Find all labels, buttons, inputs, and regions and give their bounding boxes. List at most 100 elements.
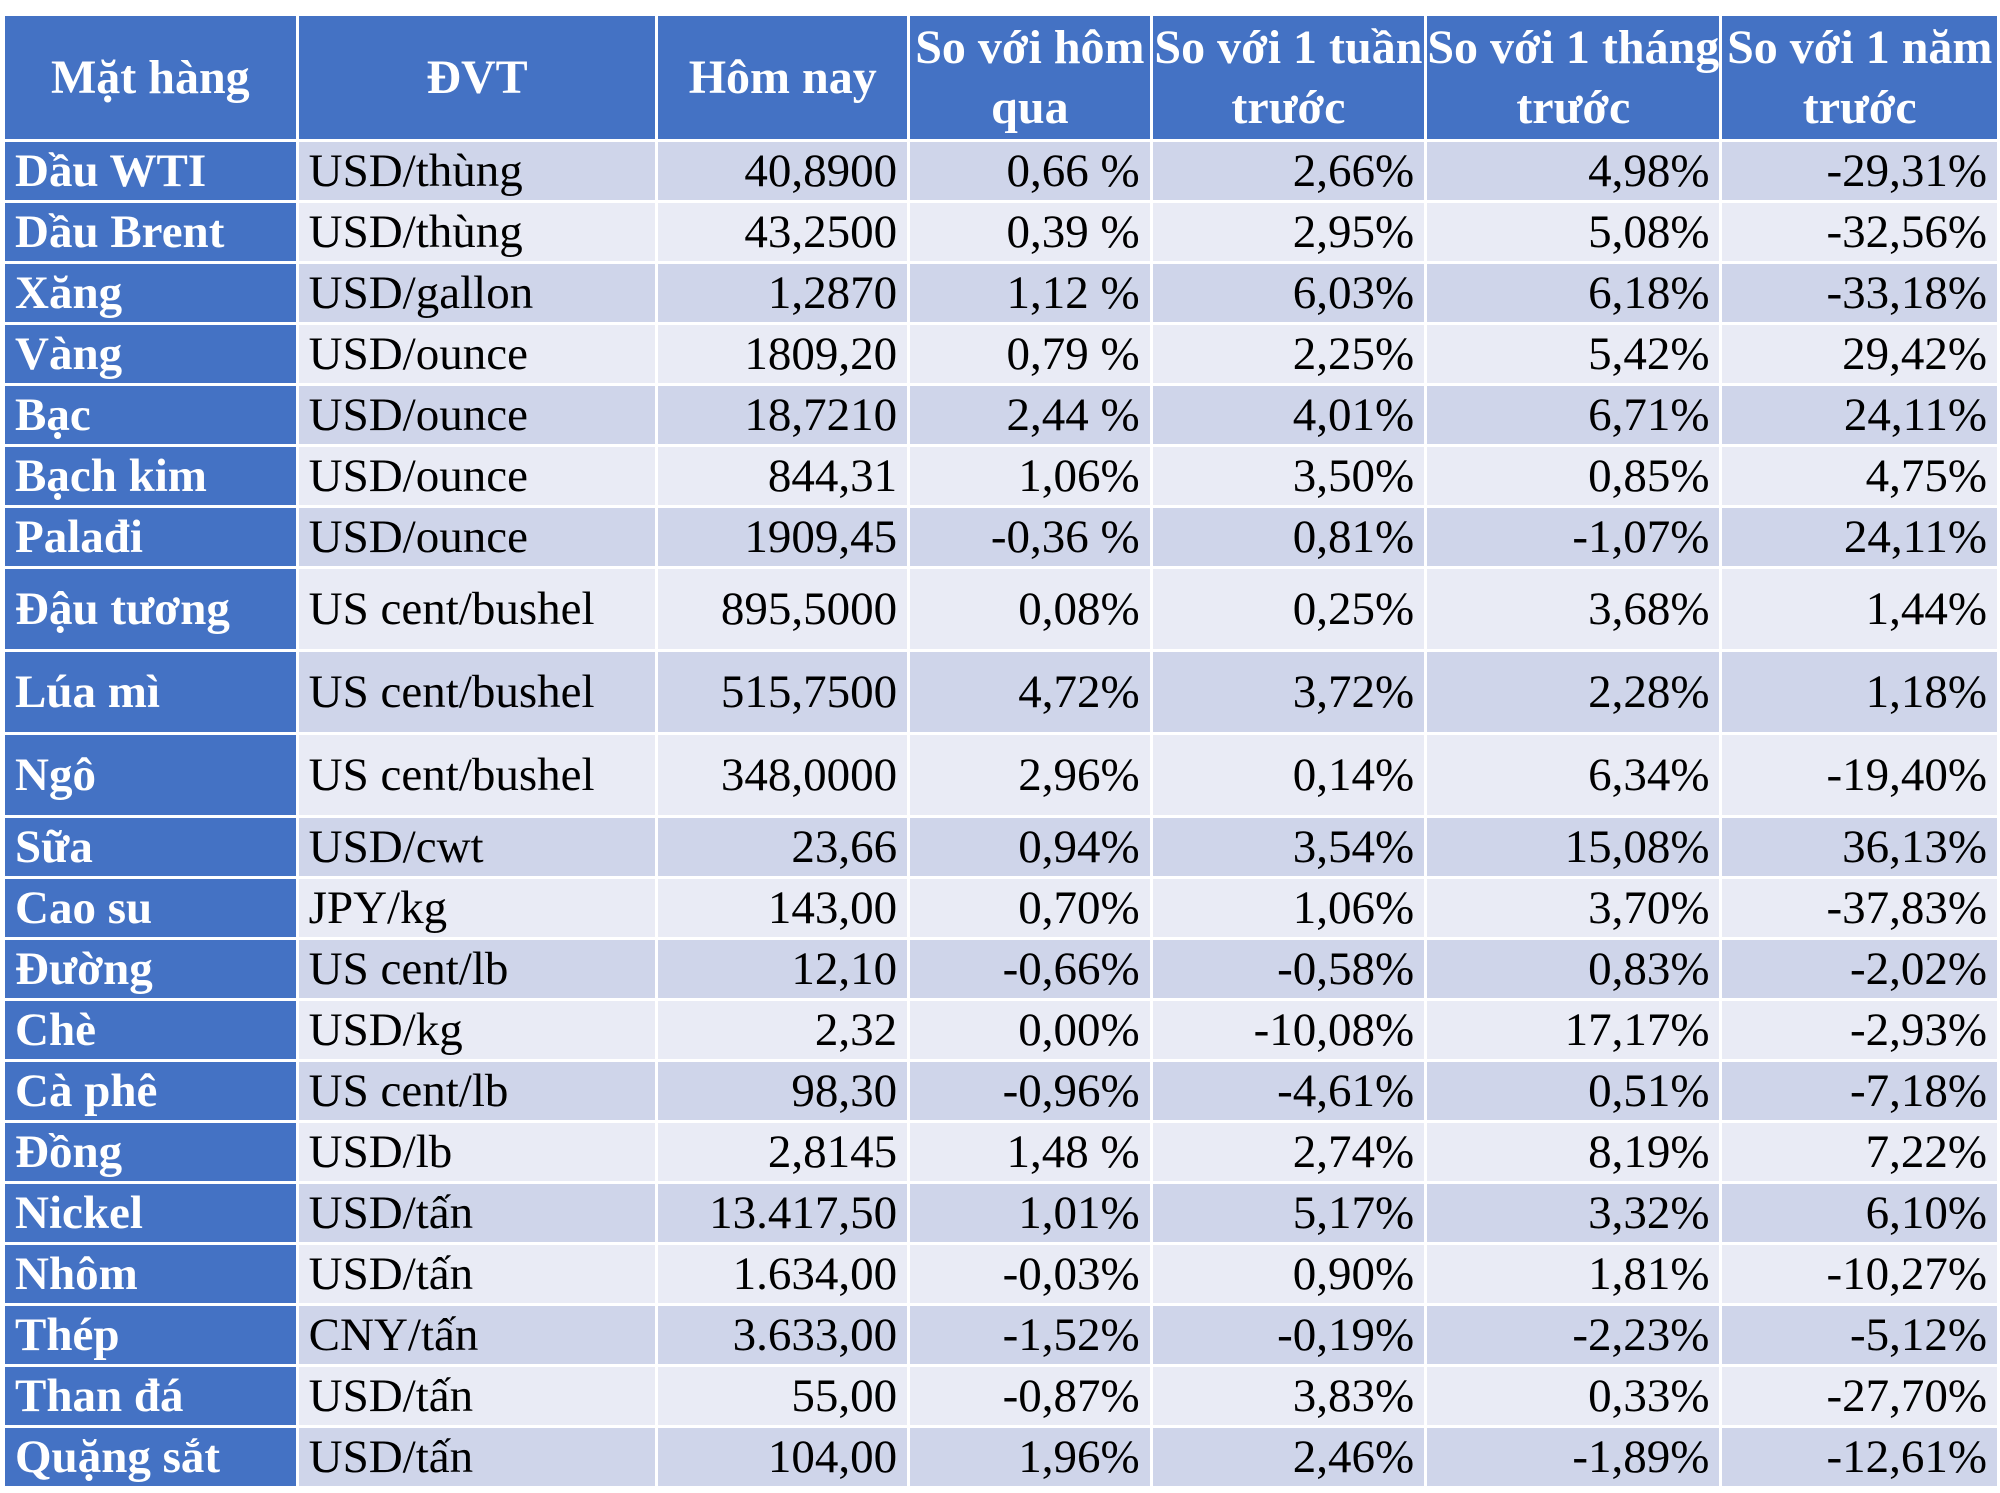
change-vs-last-month-cell: 2,28% <box>1424 649 1723 735</box>
change-vs-yesterday-cell: 0,70% <box>907 876 1153 940</box>
change-vs-last-month-cell: 6,34% <box>1424 732 1723 818</box>
commodity-name-cell: Xăng <box>2 261 299 325</box>
price-today-cell: 895,5000 <box>655 566 911 652</box>
unit-cell: US cent/lb <box>295 937 659 1001</box>
unit-cell: USD/cwt <box>295 815 659 879</box>
change-vs-last-year-cell: -19,40% <box>1719 732 2000 818</box>
change-vs-yesterday-cell: 1,12 % <box>907 261 1153 325</box>
change-vs-yesterday-cell: 1,01% <box>907 1181 1153 1245</box>
table-row: Xăng USD/gallon 1,2870 1,12 % 6,03% 6,18% -33,… <box>2 261 2000 325</box>
price-today-cell: 2,8145 <box>655 1120 911 1184</box>
commodity-name-cell: Đậu tương <box>2 566 299 652</box>
table-row: Chè USD/kg 2,32 0,00% -10,08% 17,17% -2,93% <box>2 998 2000 1062</box>
table-row: Đậu tương US cent/bushel 895,5000 0,08% 0,25… <box>2 566 2000 652</box>
price-today-cell: 55,00 <box>655 1364 911 1428</box>
change-vs-last-month-cell: -1,07% <box>1424 505 1723 569</box>
change-vs-last-year-cell: 24,11% <box>1719 505 2000 569</box>
unit-cell: US cent/bushel <box>295 649 659 735</box>
change-vs-last-week-cell: 0,25% <box>1149 566 1428 652</box>
change-vs-last-month-cell: 0,85% <box>1424 444 1723 508</box>
change-vs-last-week-cell: 1,06% <box>1149 876 1428 940</box>
change-vs-yesterday-cell: 0,39 % <box>907 200 1153 264</box>
table-row: Nickel USD/tấn 13.417,50 1,01% 5,17% 3,32% 6,1… <box>2 1181 2000 1245</box>
commodity-name-cell: Vàng <box>2 322 299 386</box>
change-vs-last-year-cell: 1,44% <box>1719 566 2000 652</box>
table-row: Cao su JPY/kg 143,00 0,70% 1,06% 3,70% -37,83% <box>2 876 2000 940</box>
change-vs-last-week-cell: -0,58% <box>1149 937 1428 1001</box>
commodity-name-cell: Ngô <box>2 732 299 818</box>
change-vs-last-month-cell: 6,18% <box>1424 261 1723 325</box>
change-vs-last-week-cell: 2,25% <box>1149 322 1428 386</box>
header-row: Mặt hàng ĐVT Hôm nay So với hôm qua So v… <box>2 13 2000 142</box>
price-today-cell: 844,31 <box>655 444 911 508</box>
unit-cell: USD/kg <box>295 998 659 1062</box>
change-vs-last-year-cell: -32,56% <box>1719 200 2000 264</box>
table-row: Bạc USD/ounce 18,7210 2,44 % 4,01% 6,71% 24,11… <box>2 383 2000 447</box>
change-vs-last-week-cell: 0,14% <box>1149 732 1428 818</box>
table-row: Dầu Brent USD/thùng 43,2500 0,39 % 2,95% 5,08… <box>2 200 2000 264</box>
price-today-cell: 23,66 <box>655 815 911 879</box>
header-vs-last-week: So với 1 tuần trước <box>1149 13 1428 142</box>
commodity-name-cell: Cà phê <box>2 1059 299 1123</box>
change-vs-last-week-cell: -10,08% <box>1149 998 1428 1062</box>
table-row: Vàng USD/ounce 1809,20 0,79 % 2,25% 5,42% 29,4… <box>2 322 2000 386</box>
change-vs-last-week-cell: 3,54% <box>1149 815 1428 879</box>
table-row: Dầu WTI USD/thùng 40,8900 0,66 % 2,66% 4,98% -… <box>2 139 2000 203</box>
change-vs-last-year-cell: -2,93% <box>1719 998 2000 1062</box>
change-vs-yesterday-cell: 2,44 % <box>907 383 1153 447</box>
change-vs-last-month-cell: 0,33% <box>1424 1364 1723 1428</box>
commodity-name-cell: Dầu WTI <box>2 139 299 203</box>
table-row: Thép CNY/tấn 3.633,00 -1,52% -0,19% -2,23% -5,… <box>2 1303 2000 1367</box>
change-vs-last-year-cell: 1,18% <box>1719 649 2000 735</box>
unit-cell: USD/tấn <box>295 1364 659 1428</box>
commodity-name-cell: Chè <box>2 998 299 1062</box>
header-vs-last-month: So với 1 tháng trước <box>1424 13 1723 142</box>
change-vs-yesterday-cell: -0,87% <box>907 1364 1153 1428</box>
price-today-cell: 2,32 <box>655 998 911 1062</box>
change-vs-last-month-cell: 0,51% <box>1424 1059 1723 1123</box>
unit-cell: USD/ounce <box>295 322 659 386</box>
table-header: Mặt hàng ĐVT Hôm nay So với hôm qua So v… <box>2 13 2000 142</box>
change-vs-last-year-cell: -37,83% <box>1719 876 2000 940</box>
change-vs-last-week-cell: 2,46% <box>1149 1425 1428 1489</box>
change-vs-yesterday-cell: 2,96% <box>907 732 1153 818</box>
change-vs-last-year-cell: -29,31% <box>1719 139 2000 203</box>
table-row: Ngô US cent/bushel 348,0000 2,96% 0,14% 6,34%… <box>2 732 2000 818</box>
unit-cell: US cent/bushel <box>295 566 659 652</box>
header-today: Hôm nay <box>655 13 911 142</box>
header-commodity: Mặt hàng <box>2 13 299 142</box>
change-vs-yesterday-cell: 1,96% <box>907 1425 1153 1489</box>
change-vs-yesterday-cell: 0,94% <box>907 815 1153 879</box>
price-today-cell: 3.633,00 <box>655 1303 911 1367</box>
table-row: Quặng sắt USD/tấn 104,00 1,96% 2,46% -1,89% -1… <box>2 1425 2000 1489</box>
table-row: Than đá USD/tấn 55,00 -0,87% 3,83% 0,33% -27,7… <box>2 1364 2000 1428</box>
price-today-cell: 1809,20 <box>655 322 911 386</box>
change-vs-last-month-cell: 5,08% <box>1424 200 1723 264</box>
change-vs-yesterday-cell: -0,36 % <box>907 505 1153 569</box>
commodity-name-cell: Lúa mì <box>2 649 299 735</box>
unit-cell: USD/ounce <box>295 383 659 447</box>
change-vs-last-month-cell: 5,42% <box>1424 322 1723 386</box>
price-today-cell: 98,30 <box>655 1059 911 1123</box>
commodity-name-cell: Palađi <box>2 505 299 569</box>
change-vs-last-year-cell: -10,27% <box>1719 1242 2000 1306</box>
change-vs-last-month-cell: 6,71% <box>1424 383 1723 447</box>
table-body: Dầu WTI USD/thùng 40,8900 0,66 % 2,66% 4,98% -… <box>2 139 2000 1489</box>
commodity-name-cell: Quặng sắt <box>2 1425 299 1489</box>
header-unit: ĐVT <box>295 13 659 142</box>
unit-cell: USD/tấn <box>295 1425 659 1489</box>
commodity-name-cell: Thép <box>2 1303 299 1367</box>
change-vs-last-year-cell: 36,13% <box>1719 815 2000 879</box>
change-vs-last-year-cell: 29,42% <box>1719 322 2000 386</box>
unit-cell: US cent/bushel <box>295 732 659 818</box>
table-row: Cà phê US cent/lb 98,30 -0,96% -4,61% 0,51% -7… <box>2 1059 2000 1123</box>
change-vs-last-month-cell: -2,23% <box>1424 1303 1723 1367</box>
change-vs-last-week-cell: -0,19% <box>1149 1303 1428 1367</box>
commodity-name-cell: Nickel <box>2 1181 299 1245</box>
change-vs-last-year-cell: -5,12% <box>1719 1303 2000 1367</box>
unit-cell: CNY/tấn <box>295 1303 659 1367</box>
commodity-name-cell: Bạc <box>2 383 299 447</box>
change-vs-last-week-cell: 6,03% <box>1149 261 1428 325</box>
price-today-cell: 18,7210 <box>655 383 911 447</box>
change-vs-last-month-cell: 3,68% <box>1424 566 1723 652</box>
